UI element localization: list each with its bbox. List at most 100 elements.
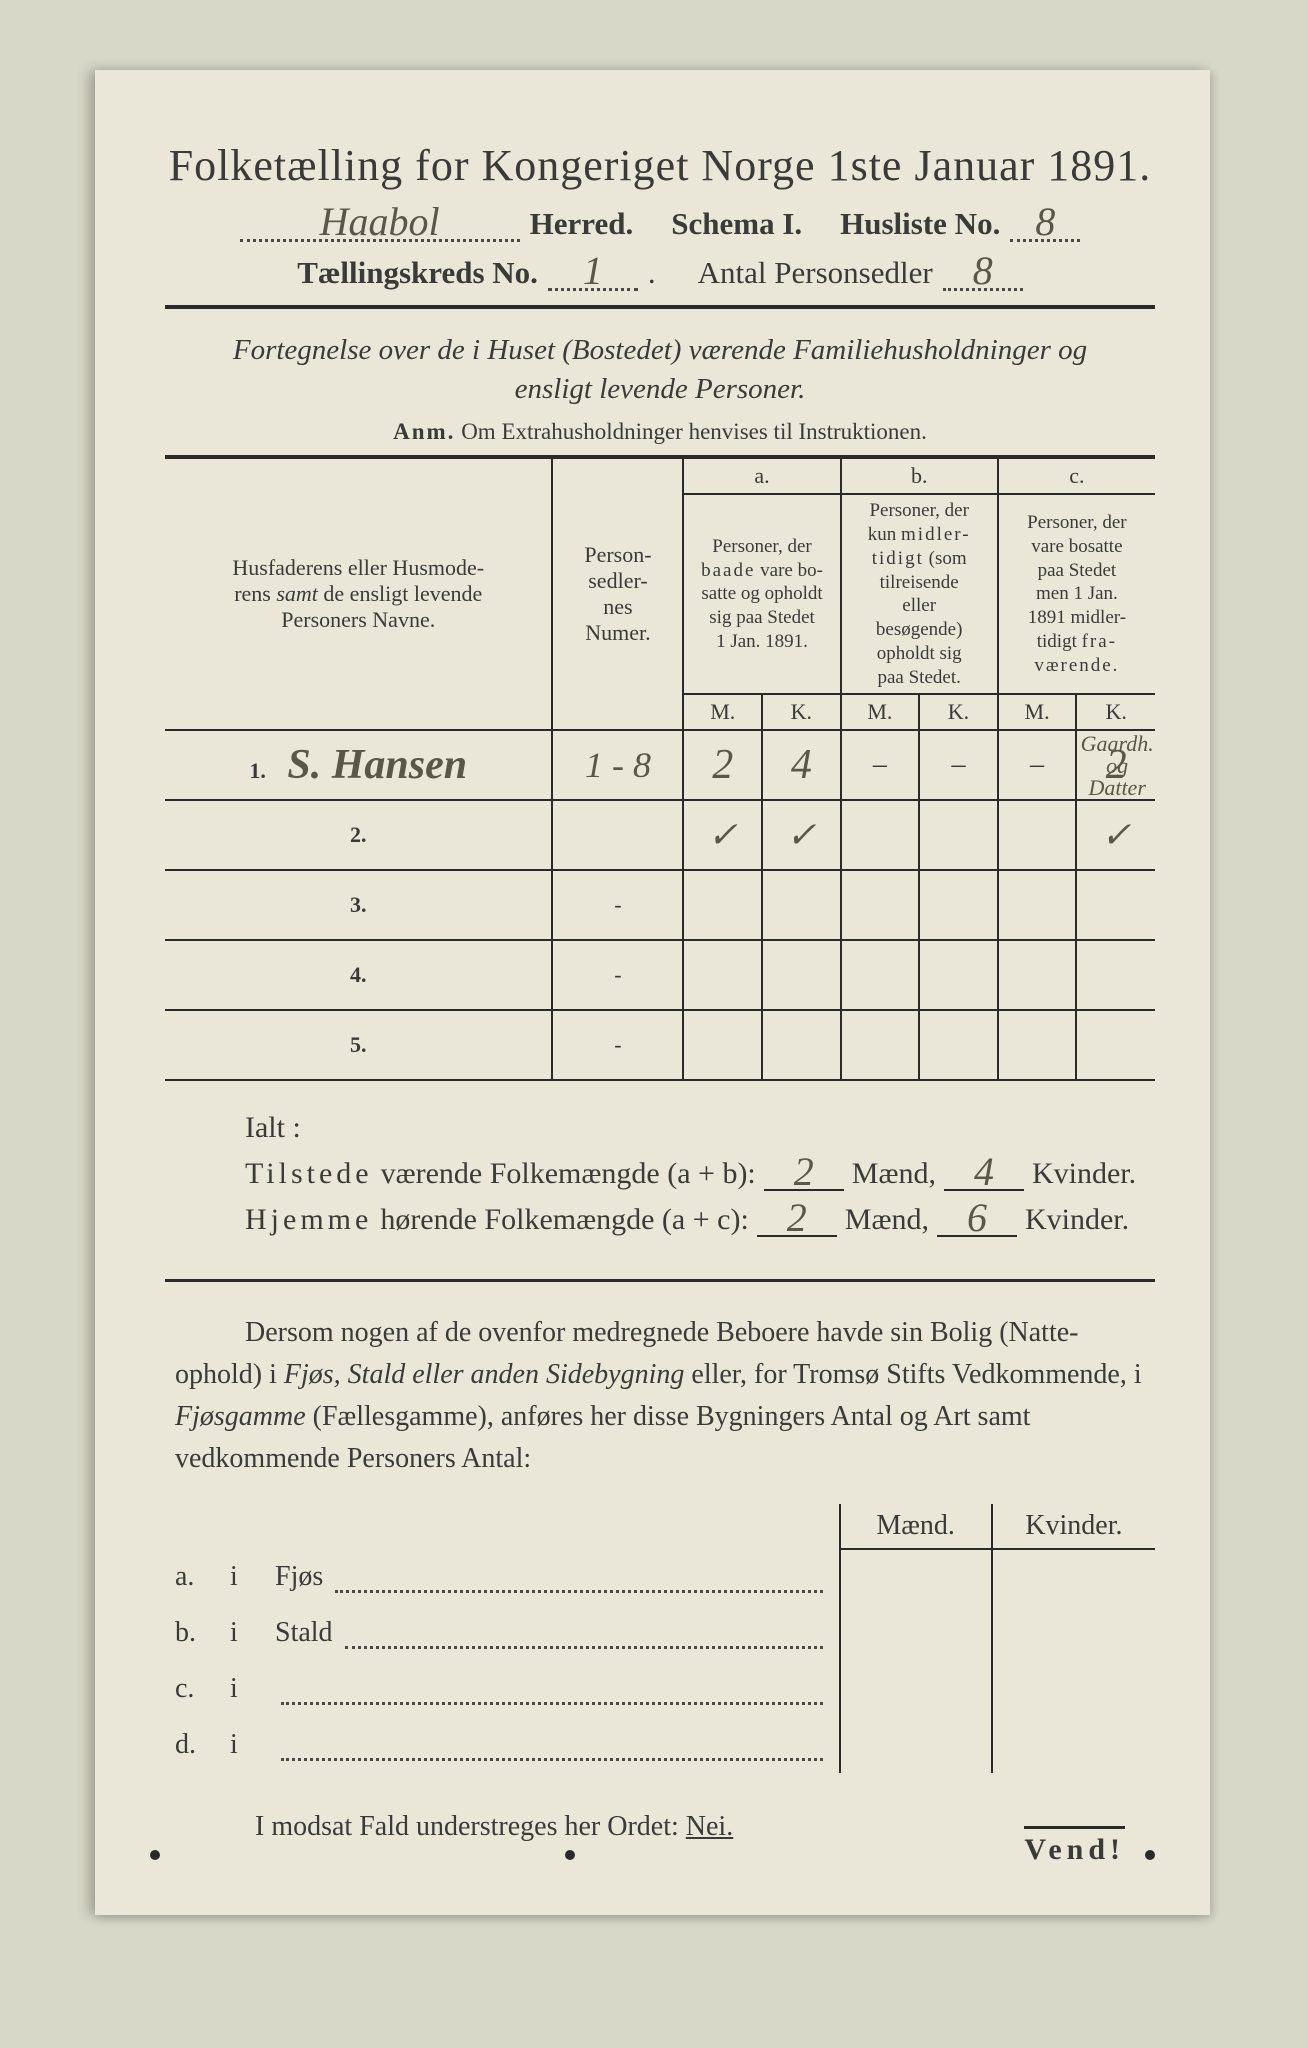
abcd-i: i <box>230 1673 275 1705</box>
dersom-paragraph: Dersom nogen af de ovenfor medregnede Be… <box>175 1312 1145 1480</box>
herred-value: Haabol <box>320 210 440 234</box>
antal-blank: 8 <box>943 252 1023 291</box>
pinhole-icon <box>150 1850 160 1860</box>
header-line-3: Tællingskreds No. 1 . Antal Personsedler… <box>165 252 1155 291</box>
cell-am: ✓ <box>708 815 738 855</box>
ialt1-mlabel: Mænd, <box>852 1157 936 1191</box>
anm-rest: Om Extrahusholdninger henvises til Instr… <box>461 419 927 444</box>
cell-am: 2 <box>712 742 733 788</box>
ialt2-m: 2 <box>787 1206 807 1230</box>
kreds-label: Tællingskreds No. <box>297 255 538 291</box>
header-line-2: Haabol Herred. Schema I. Husliste No. 8 <box>165 203 1155 242</box>
mk-table: Mænd. Kvinder. a. i Fjøs b. i Stald <box>165 1504 1155 1773</box>
row-numer: 1 - 8 <box>585 745 651 785</box>
row-number: 4. <box>165 940 552 1010</box>
schema-label: Schema I. <box>671 206 802 242</box>
abcd-row-b: b. i Stald <box>165 1605 1155 1661</box>
divider <box>165 305 1155 309</box>
dotfill <box>335 1565 822 1593</box>
abcd-label: c. <box>175 1673 230 1705</box>
abcd-label: a. <box>175 1561 230 1593</box>
ialt1-m: 2 <box>794 1160 814 1184</box>
abcd-i: i <box>230 1617 275 1649</box>
fortegnelse-text: Fortegnelse over de i Huset (Bostedet) v… <box>195 331 1125 409</box>
cell-bm: – <box>873 749 887 780</box>
ialt-row-1: Tilstedeværende Folkemængde (a + b): 2 M… <box>245 1155 1155 1191</box>
col-a-text: Personer, derbaade vare bo-satte og opho… <box>683 494 840 694</box>
abcd-label: d. <box>175 1729 230 1761</box>
antal-label: Antal Personsedler <box>698 255 933 291</box>
table-row: 5. - <box>165 1010 1155 1080</box>
col-b-k: K. <box>919 694 998 730</box>
ialt-block: Ialt : Tilstedeværende Folkemængde (a + … <box>245 1111 1155 1237</box>
table-row: 3. - <box>165 870 1155 940</box>
page-title: Folketælling for Kongeriget Norge 1ste J… <box>165 140 1155 191</box>
maend-head: Mænd. <box>840 1504 992 1549</box>
row-number: 2. <box>165 800 552 870</box>
nei-word: Nei. <box>686 1811 733 1842</box>
anm-bold: Anm. <box>393 419 455 444</box>
abcd-word: Stald <box>275 1617 333 1649</box>
row-number: 3. <box>165 870 552 940</box>
col-b-text: Personer, derkun midler-tidigt (somtilre… <box>841 494 998 694</box>
dotfill <box>345 1621 823 1649</box>
husliste-blank: 8 <box>1010 203 1080 242</box>
ialt2-mlabel: Mænd, <box>845 1203 929 1237</box>
col-c-m: M. <box>998 694 1077 730</box>
kreds-value: 1 <box>583 259 603 283</box>
cell-bk: – <box>951 749 965 780</box>
ialt2-k: 6 <box>967 1206 987 1230</box>
col-b-m: M. <box>841 694 920 730</box>
herred-blank: Haabol <box>240 203 520 242</box>
cell-ck-note: Gaardh. og Datter <box>1077 733 1157 799</box>
abcd-i: i <box>230 1561 275 1593</box>
dotfill <box>281 1677 823 1705</box>
abcd-row-d: d. i <box>165 1717 1155 1773</box>
tilstede-rest: værende Folkemængde (a + b): <box>381 1157 756 1191</box>
row-numer: - <box>552 940 683 1010</box>
nei-text: I modsat Fald understreges her Ordet: <box>255 1811 686 1842</box>
dotfill <box>281 1733 823 1761</box>
main-table: Husfaderens eller Husmode-rens samt de e… <box>165 457 1155 1081</box>
cell-ak: ✓ <box>786 815 816 855</box>
col-a-top: a. <box>683 458 840 494</box>
abcd-i: i <box>230 1729 275 1761</box>
dersom-i1: Fjøs, Stald eller anden Sidebygning <box>284 1359 685 1390</box>
anm-line: Anm. Om Extrahusholdninger henvises til … <box>165 419 1155 445</box>
row-numer: - <box>552 1010 683 1080</box>
col-c-text: Personer, dervare bosattepaa Stedetmen 1… <box>998 494 1155 694</box>
hjemme-rest: hørende Folkemængde (a + c): <box>380 1203 748 1237</box>
kvinder-head: Kvinder. <box>992 1504 1155 1549</box>
husliste-label: Husliste No. <box>840 206 1000 242</box>
ialt-row-2: Hjemmehørende Folkemængde (a + c): 2 Mæn… <box>245 1201 1155 1237</box>
abcd-row-a: a. i Fjøs <box>165 1549 1155 1605</box>
pinhole-icon <box>565 1850 575 1860</box>
abcd-word: Fjøs <box>275 1561 323 1593</box>
row-number: 1. <box>249 758 266 783</box>
vend-label: Vend! <box>1024 1826 1125 1867</box>
table-row: 1. S. Hansen 1 - 8 2 4 – – – 2 Gaardh. o… <box>165 730 1155 800</box>
hjemme-spaced: Hjemme <box>245 1203 372 1237</box>
row-numer: - <box>552 870 683 940</box>
cell-ak: 4 <box>791 742 812 788</box>
abcd-row-c: c. i <box>165 1661 1155 1717</box>
tilstede-spaced: Tilstede <box>245 1157 373 1191</box>
ialt2-klabel: Kvinder. <box>1025 1203 1129 1237</box>
col-c-k: K. <box>1076 694 1155 730</box>
col-a-m: M. <box>683 694 762 730</box>
ialt-label: Ialt : <box>245 1111 1155 1145</box>
cell-ck: ✓ <box>1101 815 1131 855</box>
col-c-top: c. <box>998 458 1155 494</box>
row-numer <box>552 800 683 870</box>
husliste-value: 8 <box>1035 210 1055 234</box>
row-number: 5. <box>165 1010 552 1080</box>
col-a-k: K. <box>762 694 841 730</box>
dersom-p2: eller, for Tromsø Stifts Vedkommende, i <box>684 1359 1141 1390</box>
row-name: S. Hansen <box>287 742 467 788</box>
divider <box>165 1279 1155 1282</box>
abcd-label: b. <box>175 1617 230 1649</box>
herred-label: Herred. <box>530 206 634 242</box>
ialt1-k: 4 <box>974 1160 994 1184</box>
col-b-top: b. <box>841 458 998 494</box>
dersom-i2: Fjøsgamme <box>175 1401 306 1432</box>
